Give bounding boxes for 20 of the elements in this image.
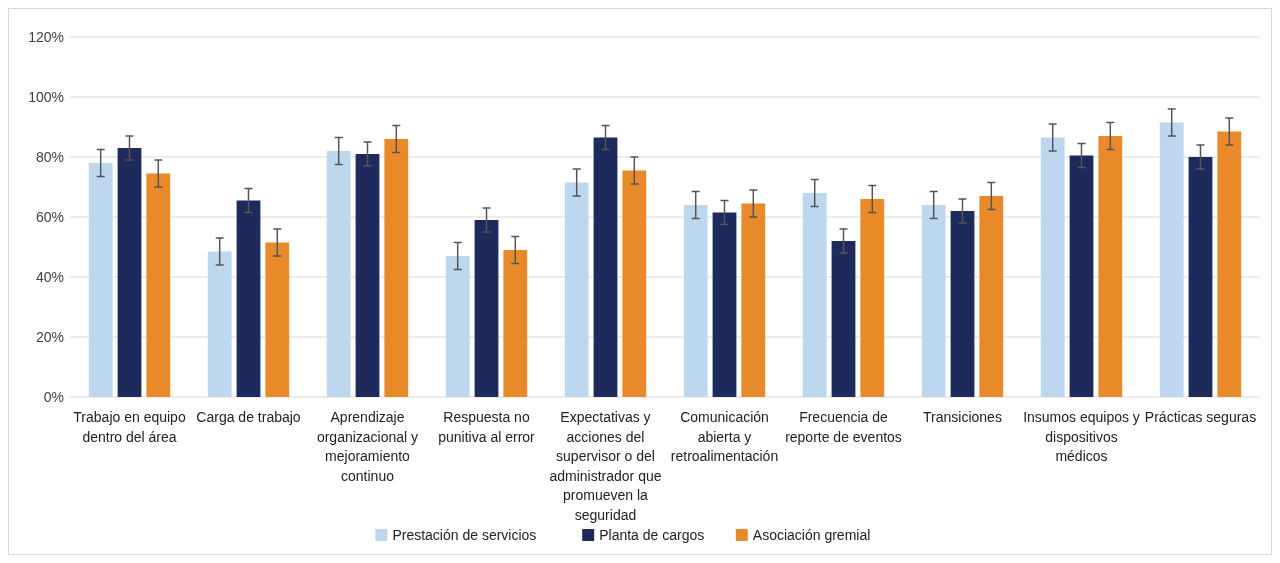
x-tick-label: Carga de trabajo	[196, 409, 301, 425]
y-tick-label: 0%	[43, 388, 64, 405]
legend-label: Planta de cargos	[599, 526, 705, 543]
x-tick-label: Aprendizaje organizacional y mejoramiento continuo	[316, 409, 419, 484]
x-tick-label: Respuesta no punitiva al error	[438, 409, 536, 445]
y-tick-label: 60%	[35, 208, 64, 225]
x-tick-label: Comunicación abierta y retroalimentación	[670, 409, 779, 464]
x-tick-label: Expectativas y acciones del supervisor o del administrador que promueven la seguridad	[549, 409, 662, 523]
y-tick-label: 80%	[35, 148, 64, 165]
x-tick-label: Insumos equipos y dispositivos médicos	[1023, 409, 1140, 464]
x-tick-label: Prácticas seguras	[1144, 409, 1257, 425]
y-tick-label: 20%	[35, 328, 64, 345]
y-tick-label: 40%	[35, 268, 64, 285]
legend-label: Prestación de servicios	[392, 526, 537, 543]
y-tick-label: 120%	[28, 28, 64, 45]
y-tick-label: 100%	[28, 88, 64, 105]
x-tick-label: Frecuencia de reporte de eventos	[785, 409, 902, 445]
x-tick-label: Transiciones	[923, 409, 1002, 425]
x-tick-label: Trabajo en equipo dentro del área	[73, 409, 186, 445]
legend-label: Asociación gremial	[752, 526, 871, 543]
